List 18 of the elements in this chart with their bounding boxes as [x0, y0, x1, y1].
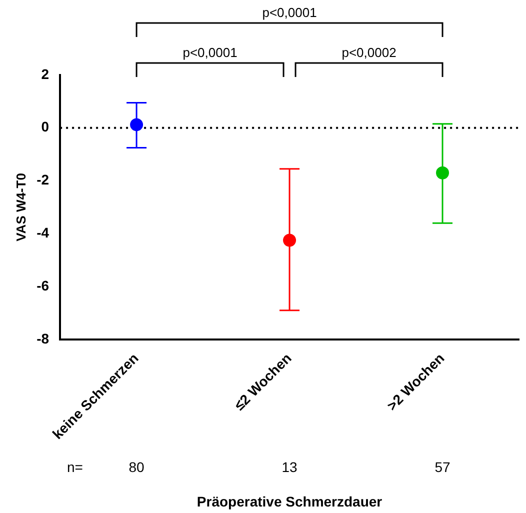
point	[130, 118, 144, 132]
text: 13	[282, 458, 298, 475]
y-tick-label: -2	[36, 172, 50, 188]
y-tick-label: 0	[41, 118, 50, 135]
y-tick-label: -4	[36, 224, 50, 241]
y-tick-label: -8	[36, 330, 50, 346]
point	[436, 166, 450, 180]
point	[283, 234, 296, 247]
text: p<0,0001	[182, 45, 238, 60]
text: 57	[434, 458, 451, 475]
text: n=	[67, 458, 83, 475]
text: 80	[128, 458, 145, 475]
x-axis-title: Präoperative Schmerzdauer	[196, 493, 383, 510]
y-tick-label: -6	[36, 277, 50, 294]
y-tick-label: 2	[41, 66, 50, 82]
text: p<0,0001	[262, 5, 317, 20]
text: p<0,0002	[342, 45, 396, 60]
y-axis-title: VAS W4-T0	[13, 173, 28, 242]
